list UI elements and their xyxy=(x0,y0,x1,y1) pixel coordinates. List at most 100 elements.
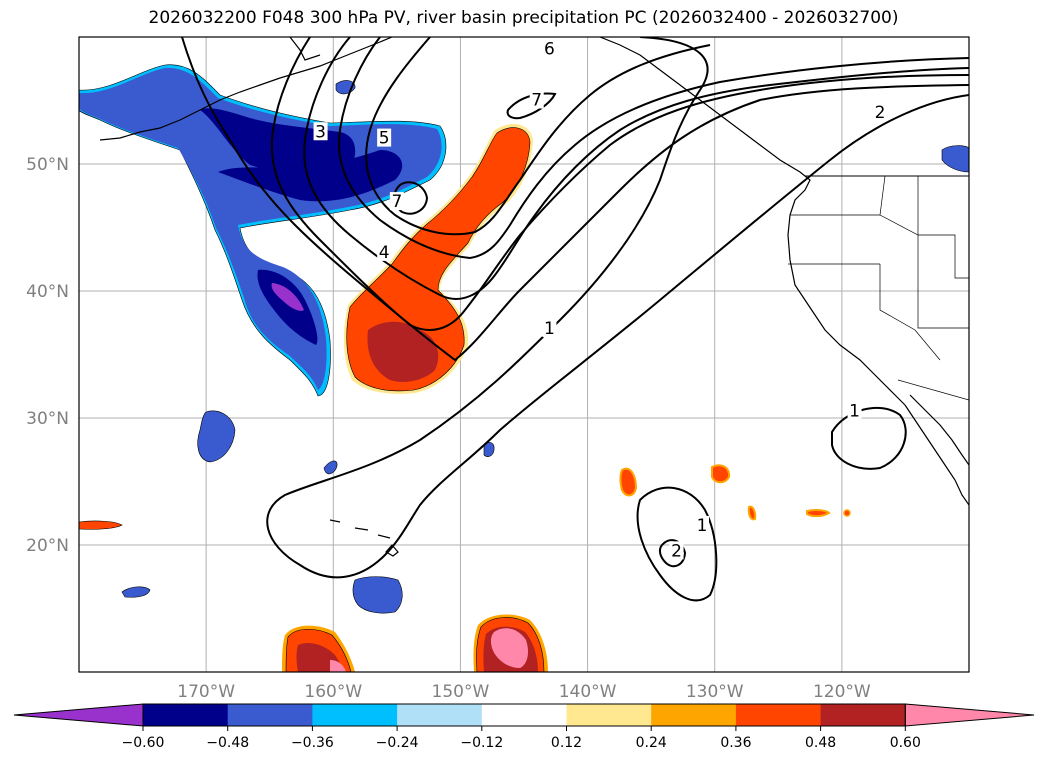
colorbar-segment xyxy=(143,704,229,726)
colorbar-tick-label: 0.24 xyxy=(636,735,667,751)
orange-spot-small-3 xyxy=(747,505,757,521)
map-title: 2026032200 F048 300 hPa PV, river basin … xyxy=(148,8,899,28)
state-border-nv-ut xyxy=(917,176,969,329)
lon-tick-label: 150°W xyxy=(432,682,490,702)
contour-label-bg xyxy=(529,90,544,109)
colorbar-segment xyxy=(312,704,398,726)
colorbar-tick-label: −0.24 xyxy=(376,735,419,751)
colorbar-tick-label: 0.60 xyxy=(890,735,921,751)
colorbar: −0.60 −0.48 −0.36 −0.24 −0.12 0.12 0.24 0.36 0.4… xyxy=(13,703,1035,751)
state-border-id xyxy=(879,214,969,279)
contour-label-bg xyxy=(542,39,557,58)
baja-california-coast xyxy=(904,404,969,506)
colorbar-segment xyxy=(481,704,567,726)
pv-contours xyxy=(181,37,969,602)
contour-label-bg xyxy=(873,103,887,122)
colorbar-tick-label: −0.60 xyxy=(122,735,165,751)
colorbar-segment xyxy=(227,704,313,726)
contour-label-bg xyxy=(669,541,684,560)
us-mexico-border xyxy=(897,379,969,401)
contour-label-bg xyxy=(377,242,392,261)
colorbar-frame xyxy=(142,703,906,727)
colorbar-tick-label: −0.48 xyxy=(206,735,249,751)
contour-label: 7 xyxy=(391,192,402,212)
contour-label-bg xyxy=(847,401,862,420)
colorbar-extend-left xyxy=(13,703,144,727)
alaska-coast-north xyxy=(289,37,321,61)
lon-tick-label: 120°W xyxy=(813,682,871,702)
contour-pv-5 xyxy=(338,37,969,260)
lat-tick-label: 50°N xyxy=(26,155,69,175)
contour-label: 1 xyxy=(544,319,555,339)
colorbar-tick-label: 0.12 xyxy=(551,735,582,751)
colorbar-tick-label: 0.36 xyxy=(720,735,751,751)
pink-spot-bottom-left xyxy=(330,660,346,672)
contour-label: 1 xyxy=(849,402,860,422)
state-borders xyxy=(788,175,969,401)
orange-spot-small-2 xyxy=(711,464,731,484)
colorbar-segment xyxy=(566,704,652,726)
state-border-ca-nv xyxy=(879,264,941,361)
contour-label: 2 xyxy=(671,541,682,561)
gulf-of-california-coast xyxy=(909,394,969,466)
hawaii-islands xyxy=(329,519,399,557)
gulf-of-alaska-coast xyxy=(599,37,811,216)
orange-strip-left xyxy=(79,520,123,530)
longitude-labels: 170°W 160°W 150°W 140°W 130°W 120°W xyxy=(177,682,871,702)
blue-spot-small-1 xyxy=(121,586,151,598)
coastlines xyxy=(99,37,969,557)
lat-tick-label: 30°N xyxy=(26,409,69,429)
colorbar-segment xyxy=(397,704,483,726)
map-frame xyxy=(78,36,970,673)
us-west-coast xyxy=(787,214,906,406)
contour-label-bg xyxy=(389,192,404,211)
contour-label: 3 xyxy=(315,122,326,142)
orange-dot-small xyxy=(843,509,851,517)
contour-label: 6 xyxy=(544,40,555,60)
positive-pc-shading xyxy=(79,124,851,672)
contour-pv-1-main xyxy=(266,37,969,579)
contour-pv-6 xyxy=(365,37,711,236)
lon-tick-label: 130°W xyxy=(686,682,744,702)
blue-spot-small-2 xyxy=(483,442,495,457)
colorbar-extend-right xyxy=(904,703,1035,727)
darkred-spot-central xyxy=(367,321,439,382)
contour-label: 7 xyxy=(531,91,542,111)
lon-tick-label: 160°W xyxy=(304,682,362,702)
blue-band-dark-upper xyxy=(200,108,356,175)
colorbar-segment xyxy=(820,704,906,726)
latitude-labels: 50°N 40°N 30°N 20°N xyxy=(26,155,69,556)
contour-pv-4 xyxy=(303,37,969,300)
negative-pc-shading xyxy=(79,64,969,614)
alaska-peninsula-coast xyxy=(99,37,393,141)
contour-label: 4 xyxy=(379,243,390,263)
contour-label-bg xyxy=(313,122,328,141)
contour-label-bg xyxy=(695,515,709,534)
colorbar-tick-label: −0.36 xyxy=(291,735,334,751)
blue-island-south xyxy=(352,576,403,614)
blue-spot-east xyxy=(941,145,969,173)
contour-label-bg xyxy=(542,319,557,338)
lat-tick-label: 40°N xyxy=(26,282,69,302)
lon-tick-label: 170°W xyxy=(177,682,235,702)
contour-pv-1-loop-south xyxy=(636,486,718,602)
orange-spot-small-1 xyxy=(619,467,638,497)
contour-label: 5 xyxy=(379,129,390,149)
contour-pv-2-loop-south xyxy=(658,539,687,568)
lon-tick-label: 140°W xyxy=(559,682,617,702)
contour-label-bg xyxy=(377,128,392,147)
blue-island-hawaii-north xyxy=(197,410,236,463)
blue-band-dark-lower xyxy=(218,150,403,202)
colorbar-tick-label: 0.48 xyxy=(805,735,836,751)
purple-spot xyxy=(271,283,304,311)
colorbar-tick-label: −0.12 xyxy=(460,735,503,751)
colorbar-segment xyxy=(735,704,822,726)
orange-spot-small-4 xyxy=(806,508,831,518)
contour-pv-2 xyxy=(181,37,969,362)
contour-label: 2 xyxy=(875,103,886,123)
contour-label: 1 xyxy=(697,516,708,536)
blue-spot-small-3 xyxy=(323,460,338,475)
pink-spot-bottom-center xyxy=(490,628,528,668)
